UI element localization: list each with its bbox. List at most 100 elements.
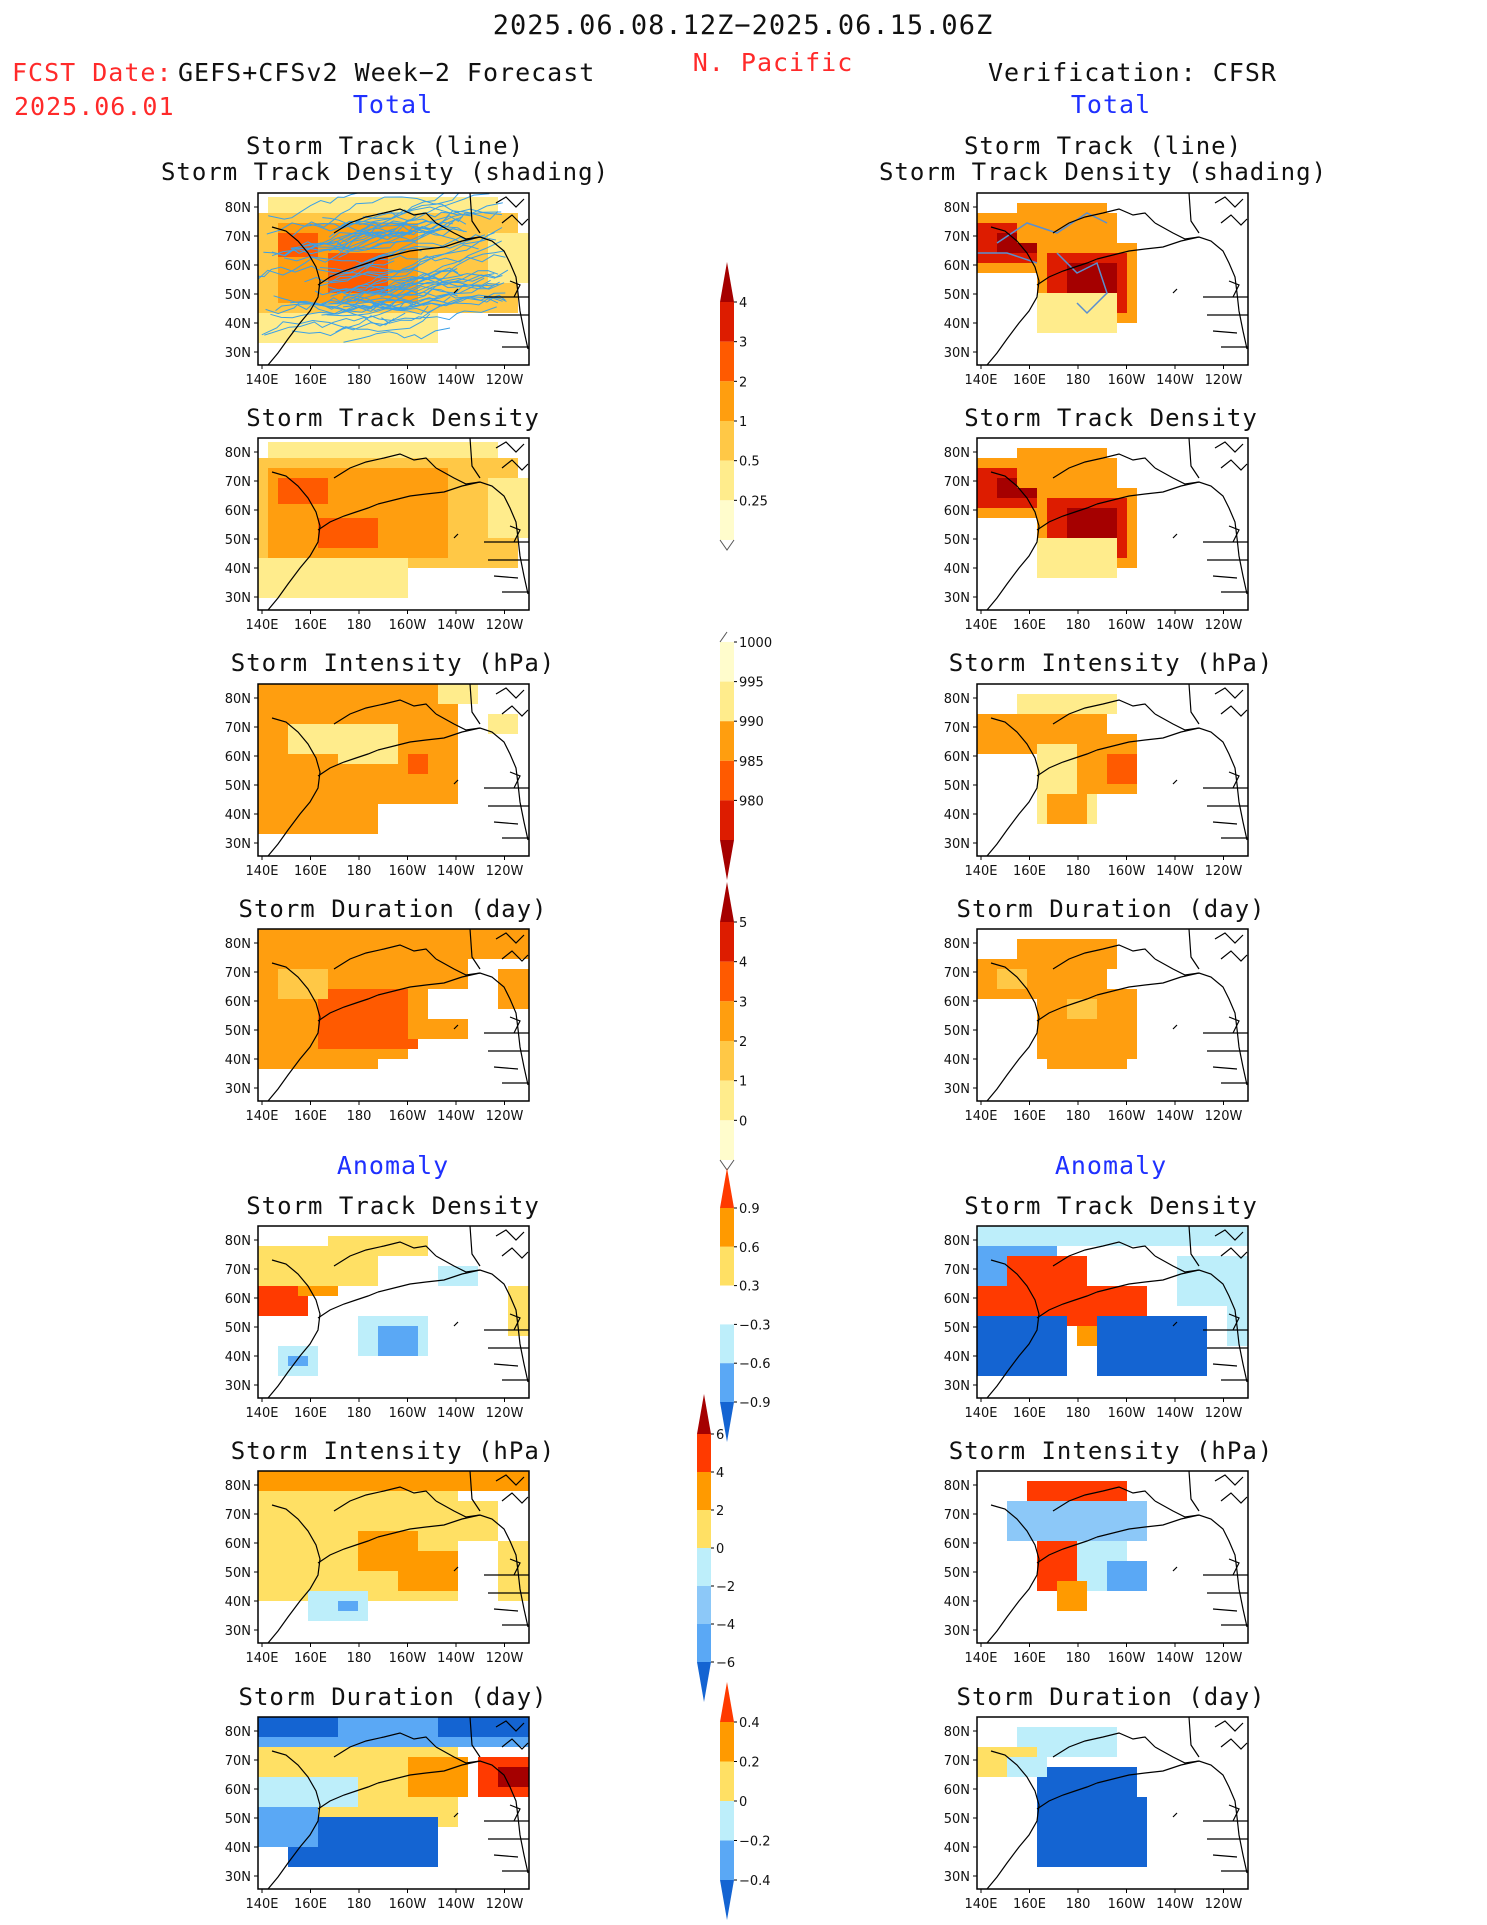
coastline xyxy=(453,1474,529,1572)
lat-tick-label: 40N xyxy=(944,1053,970,1068)
lon-tick-label: 160W xyxy=(389,618,427,633)
lon-tick-label: 160W xyxy=(1108,1651,1146,1666)
lon-tick-label: 180 xyxy=(1066,1109,1091,1124)
lat-tick-label: 80N xyxy=(944,1479,970,1494)
lat-tick-label: 80N xyxy=(944,1234,970,1249)
coastline xyxy=(1172,687,1248,785)
coastline xyxy=(1036,994,1098,1022)
panel-title: Storm Intensity (hPa) xyxy=(948,649,1274,677)
colorbar-label: 2 xyxy=(739,375,747,390)
map-frame xyxy=(257,928,530,1102)
colorbar-swatch xyxy=(720,1120,734,1160)
lon-tick-label: 160W xyxy=(389,864,427,879)
shaded-cell xyxy=(438,1717,529,1737)
lat-tick-label: 40N xyxy=(944,1350,970,1365)
lat-tick-label: 70N xyxy=(944,475,970,490)
lat-tick-label: 30N xyxy=(225,1379,251,1394)
shaded-cell xyxy=(1227,1286,1248,1346)
storm-track-line xyxy=(311,279,491,319)
colorbar-label: 2 xyxy=(739,1035,747,1050)
lat-tick-label: 60N xyxy=(225,1537,251,1552)
coastline xyxy=(1228,1016,1240,1034)
verification-title: Verification: CFSR xyxy=(988,58,1277,87)
colorbar-arrow xyxy=(720,840,734,880)
lon-tick-label: 120W xyxy=(1205,1109,1243,1124)
coastline xyxy=(1154,713,1248,841)
colorbar-arrow xyxy=(697,1662,711,1702)
map-frame xyxy=(976,928,1249,1102)
cb-anom-intensity-colorbar: 6 4 2 0 −2 −4 −6 xyxy=(697,1394,735,1702)
storm-track-line xyxy=(1056,252,1108,315)
coastline xyxy=(484,1820,529,1872)
shaded-cell xyxy=(318,518,378,548)
coastline xyxy=(1172,196,1248,294)
panel-subtitle: Storm Track Density (shading) xyxy=(878,158,1328,186)
colorbar-label: −0.4 xyxy=(739,1874,771,1889)
lon-tick-label: 160W xyxy=(389,1651,427,1666)
lon-tick-label: 140W xyxy=(1156,1406,1194,1421)
coastline xyxy=(453,1229,529,1327)
lon-tick-label: 160E xyxy=(294,864,327,879)
cb-density-colorbar: 4 3 2 1 0.5 0.25 xyxy=(719,262,768,551)
lon-tick-label: 160E xyxy=(294,1406,327,1421)
lon-tick-label: 160E xyxy=(1013,864,1046,879)
shaded-cell xyxy=(508,1286,529,1336)
storm-track-line xyxy=(336,250,505,294)
panel-title: Storm Track Density xyxy=(964,1192,1258,1220)
lat-tick-label: 80N xyxy=(944,1725,970,1740)
colorbar-swatch xyxy=(720,1041,734,1081)
colorbar-swatch xyxy=(697,1586,711,1624)
storm-track-line xyxy=(258,260,395,278)
shaded-cell xyxy=(438,684,478,704)
shaded-cell xyxy=(258,1777,358,1807)
lon-tick-label: 120W xyxy=(1205,618,1243,633)
shaded-cell xyxy=(258,834,318,854)
lon-tick-label: 140W xyxy=(437,1651,475,1666)
shaded-cell xyxy=(1027,1481,1127,1501)
storm-track-line xyxy=(321,304,429,316)
colorbar-swatch xyxy=(720,1761,734,1801)
storm-track-line xyxy=(346,277,485,306)
colorbar-swatch xyxy=(720,500,734,540)
lat-tick-label: 70N xyxy=(944,966,970,981)
lat-tick-label: 60N xyxy=(225,1783,251,1798)
lon-tick-label: 140E xyxy=(245,1109,278,1124)
lat-tick-label: 60N xyxy=(944,1292,970,1307)
colorbar-swatch xyxy=(720,421,734,461)
lon-tick-label: 120W xyxy=(486,618,524,633)
storm-track-line xyxy=(358,193,460,226)
coastline xyxy=(469,438,481,479)
colorbar-label: 985 xyxy=(739,755,764,770)
lat-tick-label: 50N xyxy=(225,1024,251,1039)
lon-tick-label: 140E xyxy=(245,618,278,633)
lat-tick-label: 40N xyxy=(225,1350,251,1365)
fc-anom-duration-map-panel: 80N 70N 60N 50N 40N 30N 140E 160E 180 160W 140W 120… xyxy=(225,1716,530,1912)
shaded-cell xyxy=(1007,1501,1147,1541)
lon-tick-label: 160E xyxy=(294,1897,327,1912)
lon-tick-label: 160W xyxy=(389,1406,427,1421)
coastline xyxy=(1096,1760,1200,1784)
shaded-cell xyxy=(1007,1256,1087,1286)
coastline xyxy=(317,503,379,531)
lon-tick-label: 140W xyxy=(437,1406,475,1421)
coastline xyxy=(267,962,321,1101)
storm-track-line xyxy=(329,274,503,297)
panel-title: Storm Intensity (hPa) xyxy=(230,1437,556,1465)
lat-tick-label: 40N xyxy=(225,1841,251,1856)
storm-track-line xyxy=(365,234,486,270)
shaded-cell xyxy=(1037,538,1117,578)
coastline xyxy=(453,687,529,785)
lon-tick-label: 140E xyxy=(964,1406,997,1421)
colorbar-label: 1 xyxy=(739,415,747,430)
colorbar-label: 4 xyxy=(716,1466,724,1481)
lat-tick-label: 60N xyxy=(225,504,251,519)
shaded-cell xyxy=(1067,999,1097,1019)
colorbar-swatch xyxy=(720,1722,734,1762)
fcst-date-value: 2025.06.01 xyxy=(14,92,175,121)
coastline xyxy=(1172,1474,1248,1572)
lon-tick-label: 180 xyxy=(1066,1406,1091,1421)
storm-track-line xyxy=(304,256,435,283)
lon-tick-label: 140E xyxy=(245,1406,278,1421)
storm-track-line xyxy=(381,306,497,324)
lon-tick-label: 140E xyxy=(964,864,997,879)
